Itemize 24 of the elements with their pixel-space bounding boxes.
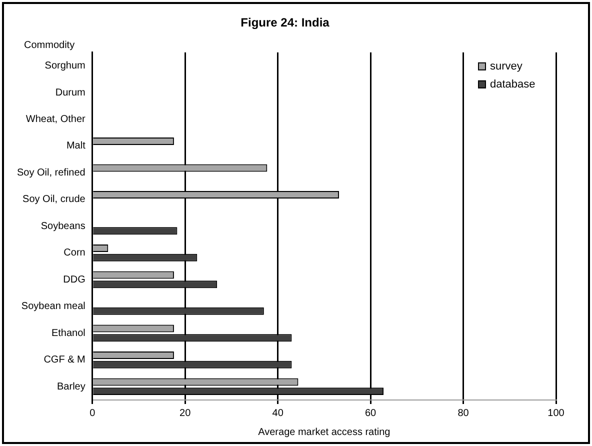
x-tick-label: 60 — [364, 408, 377, 419]
y-tick-label: DDG — [63, 274, 86, 286]
x-tick-label: 20 — [180, 408, 192, 419]
y-tick-label: Soybeans — [40, 220, 86, 232]
x-tick-label: 100 — [548, 408, 565, 419]
x-axis-title: Average market access rating — [258, 426, 390, 438]
y-tick-label: Soy Oil, crude — [22, 194, 86, 206]
y-tick-label: Barley — [57, 381, 86, 392]
y-tick-label: Sorghum — [44, 60, 86, 72]
chart-title: Figure 24: India — [240, 16, 330, 30]
y-tick-label: Soybean meal — [21, 301, 86, 312]
x-tick-label: 80 — [458, 408, 470, 419]
y-axis-title: Commodity — [24, 40, 75, 52]
y-tick-label: Wheat, Other — [26, 114, 86, 125]
x-tick-label: 40 — [272, 408, 284, 419]
y-tick-label: Durum — [55, 87, 86, 98]
y-tick-label: Malt — [66, 140, 86, 152]
legend-label: database — [490, 78, 536, 90]
y-tick-label: Corn — [64, 248, 86, 259]
y-tick-label: Ethanol — [51, 328, 86, 339]
y-tick-label: Soy Oil, refined — [16, 167, 86, 178]
x-tick-label: 0 — [90, 408, 96, 419]
y-tick-label: CGF & M — [44, 354, 86, 366]
legend-label: survey — [490, 60, 523, 72]
